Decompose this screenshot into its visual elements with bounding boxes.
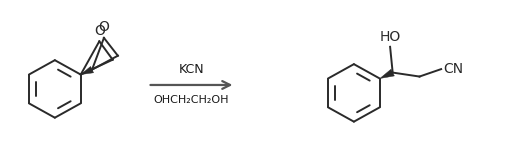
Text: KCN: KCN: [179, 63, 204, 76]
Text: CN: CN: [443, 62, 463, 76]
Text: O: O: [94, 24, 105, 38]
Text: HO: HO: [379, 30, 401, 44]
Polygon shape: [81, 66, 94, 75]
Text: OHCH₂CH₂OH: OHCH₂CH₂OH: [154, 95, 229, 105]
Polygon shape: [380, 69, 394, 79]
Text: O: O: [99, 20, 110, 34]
